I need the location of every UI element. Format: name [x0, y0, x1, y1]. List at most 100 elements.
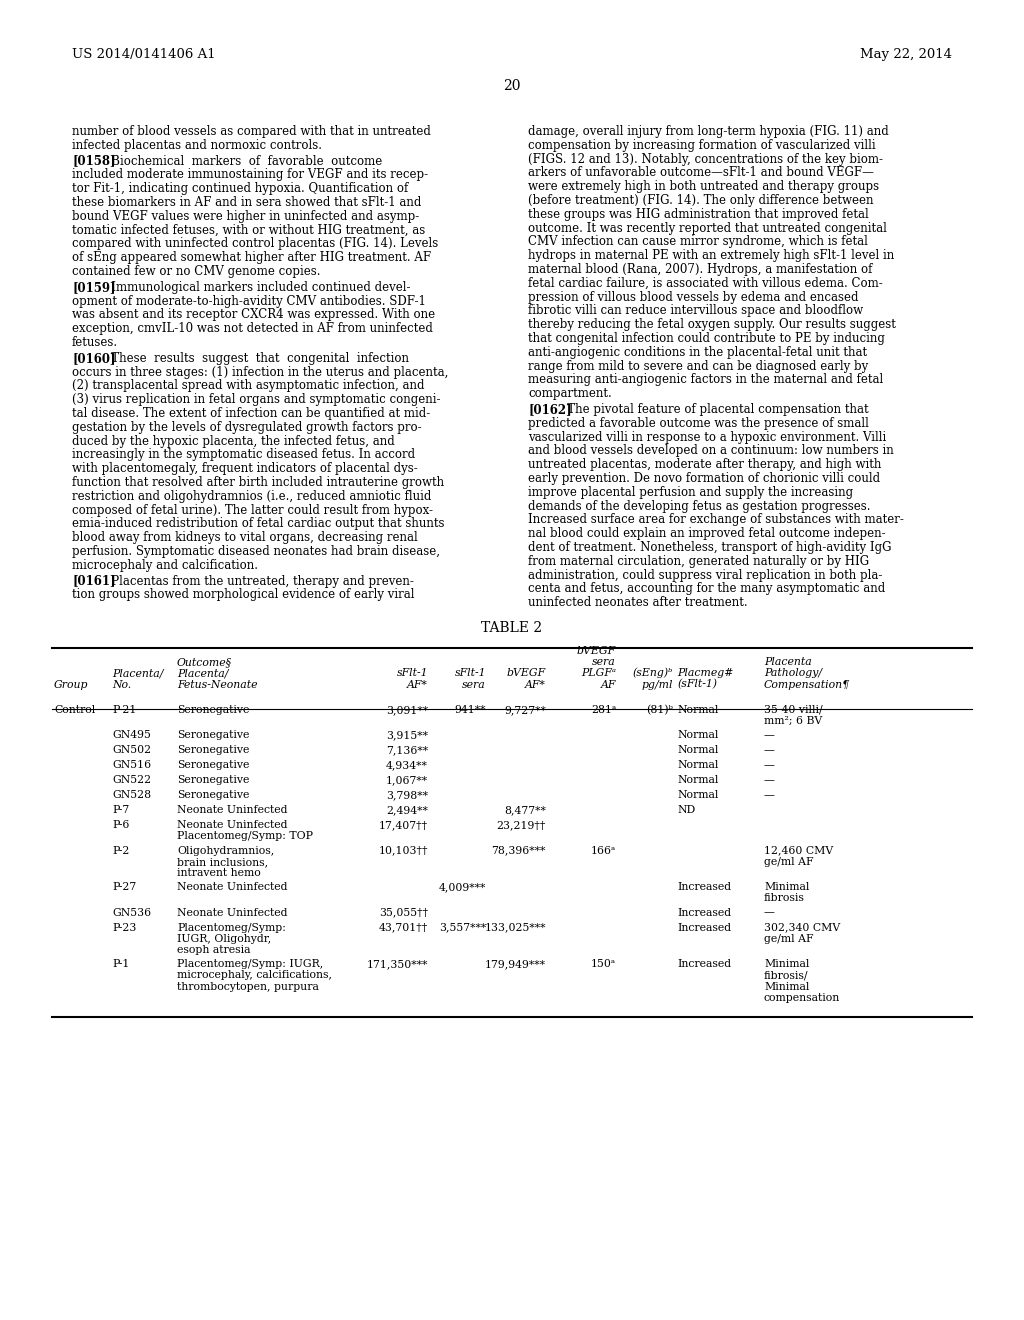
- Text: anti-angiogenic conditions in the placental-fetal unit that: anti-angiogenic conditions in the placen…: [528, 346, 867, 359]
- Text: Increased: Increased: [677, 923, 731, 933]
- Text: May 22, 2014: May 22, 2014: [860, 48, 952, 61]
- Text: 3,557***: 3,557***: [438, 923, 486, 933]
- Text: ND: ND: [677, 805, 695, 816]
- Text: Neonate Uninfected: Neonate Uninfected: [177, 820, 288, 830]
- Text: Seronegative: Seronegative: [177, 705, 250, 715]
- Text: measuring anti-angiogenic factors in the maternal and fetal: measuring anti-angiogenic factors in the…: [528, 374, 884, 387]
- Text: bound VEGF values were higher in uninfected and asymp-: bound VEGF values were higher in uninfec…: [72, 210, 419, 223]
- Text: dent of treatment. Nonetheless, transport of high-avidity IgG: dent of treatment. Nonetheless, transpor…: [528, 541, 892, 554]
- Text: Seronegative: Seronegative: [177, 791, 250, 800]
- Text: centa and fetus, accounting for the many asymptomatic and: centa and fetus, accounting for the many…: [528, 582, 886, 595]
- Text: Fetus-Neonate: Fetus-Neonate: [177, 680, 257, 689]
- Text: Immunological markers included continued devel-: Immunological markers included continued…: [100, 281, 411, 294]
- Text: GN522: GN522: [112, 775, 152, 785]
- Text: (sEng)ᵇ: (sEng)ᵇ: [633, 668, 673, 678]
- Text: GN528: GN528: [112, 791, 152, 800]
- Text: composed of fetal urine). The latter could result from hypox-: composed of fetal urine). The latter cou…: [72, 504, 433, 516]
- Text: —: —: [764, 746, 775, 755]
- Text: bVEGF: bVEGF: [507, 668, 546, 678]
- Text: 2,494**: 2,494**: [386, 805, 428, 816]
- Text: Biochemical  markers  of  favorable  outcome: Biochemical markers of favorable outcome: [100, 154, 383, 168]
- Text: Placentomeg/Symp: IUGR,: Placentomeg/Symp: IUGR,: [177, 960, 324, 969]
- Text: and blood vessels developed on a continuum: low numbers in: and blood vessels developed on a continu…: [528, 445, 894, 458]
- Text: blood away from kidneys to vital organs, decreasing renal: blood away from kidneys to vital organs,…: [72, 531, 418, 544]
- Text: improve placental perfusion and supply the increasing: improve placental perfusion and supply t…: [528, 486, 853, 499]
- Text: fibrosis/: fibrosis/: [764, 970, 809, 981]
- Text: Increased: Increased: [677, 908, 731, 917]
- Text: demands of the developing fetus as gestation progresses.: demands of the developing fetus as gesta…: [528, 499, 870, 512]
- Text: tor Fit-1, indicating continued hypoxia. Quantification of: tor Fit-1, indicating continued hypoxia.…: [72, 182, 409, 195]
- Text: intravent hemo: intravent hemo: [177, 869, 261, 878]
- Text: duced by the hypoxic placenta, the infected fetus, and: duced by the hypoxic placenta, the infec…: [72, 434, 394, 447]
- Text: (2) transplacental spread with asymptomatic infection, and: (2) transplacental spread with asymptoma…: [72, 379, 425, 392]
- Text: 35,055††: 35,055††: [379, 908, 428, 917]
- Text: Pathology/: Pathology/: [764, 668, 822, 678]
- Text: brain inclusions,: brain inclusions,: [177, 857, 268, 867]
- Text: 10,103††: 10,103††: [379, 846, 428, 855]
- Text: [0158]: [0158]: [72, 154, 116, 168]
- Text: 302,340 CMV: 302,340 CMV: [764, 923, 841, 933]
- Text: predicted a favorable outcome was the presence of small: predicted a favorable outcome was the pr…: [528, 417, 869, 430]
- Text: P-27: P-27: [112, 882, 136, 892]
- Text: P-1: P-1: [112, 960, 129, 969]
- Text: Neonate Uninfected: Neonate Uninfected: [177, 908, 288, 917]
- Text: infected placentas and normoxic controls.: infected placentas and normoxic controls…: [72, 139, 322, 152]
- Text: 133,025***: 133,025***: [484, 923, 546, 933]
- Text: Outcome§: Outcome§: [177, 657, 232, 667]
- Text: Normal: Normal: [677, 730, 719, 741]
- Text: 150ᵃ: 150ᵃ: [591, 960, 616, 969]
- Text: tion groups showed morphological evidence of early viral: tion groups showed morphological evidenc…: [72, 589, 415, 602]
- Text: Normal: Normal: [677, 791, 719, 800]
- Text: Oligohydramnios,: Oligohydramnios,: [177, 846, 274, 855]
- Text: damage, overall injury from long-term hypoxia (FIG. 11) and: damage, overall injury from long-term hy…: [528, 125, 889, 139]
- Text: microcephaly and calcification.: microcephaly and calcification.: [72, 558, 258, 572]
- Text: thereby reducing the fetal oxygen supply. Our results suggest: thereby reducing the fetal oxygen supply…: [528, 318, 896, 331]
- Text: increasingly in the symptomatic diseased fetus. In accord: increasingly in the symptomatic diseased…: [72, 449, 415, 462]
- Text: 7,136**: 7,136**: [386, 746, 428, 755]
- Text: (before treatment) (FIG. 14). The only difference between: (before treatment) (FIG. 14). The only d…: [528, 194, 873, 207]
- Text: Minimal: Minimal: [764, 882, 809, 892]
- Text: these biomarkers in AF and in sera showed that sFlt-1 and: these biomarkers in AF and in sera showe…: [72, 195, 421, 209]
- Text: —: —: [764, 775, 775, 785]
- Text: Seronegative: Seronegative: [177, 760, 250, 770]
- Text: AF: AF: [601, 680, 616, 689]
- Text: 171,350***: 171,350***: [367, 960, 428, 969]
- Text: tal disease. The extent of infection can be quantified at mid-: tal disease. The extent of infection can…: [72, 407, 430, 420]
- Text: 3,915**: 3,915**: [386, 730, 428, 741]
- Text: GN502: GN502: [112, 746, 152, 755]
- Text: [0161]: [0161]: [72, 574, 116, 587]
- Text: Minimal: Minimal: [764, 960, 809, 969]
- Text: [0160]: [0160]: [72, 352, 116, 364]
- Text: were extremely high in both untreated and therapy groups: were extremely high in both untreated an…: [528, 181, 880, 193]
- Text: administration, could suppress viral replication in both pla-: administration, could suppress viral rep…: [528, 569, 883, 582]
- Text: fetal cardiac failure, is associated with villous edema. Com-: fetal cardiac failure, is associated wit…: [528, 277, 883, 290]
- Text: tomatic infected fetuses, with or without HIG treatment, as: tomatic infected fetuses, with or withou…: [72, 223, 425, 236]
- Text: microcephaly, calcifications,: microcephaly, calcifications,: [177, 970, 332, 981]
- Text: Placentomeg/Symp:: Placentomeg/Symp:: [177, 923, 286, 933]
- Text: P-21: P-21: [112, 705, 136, 715]
- Text: Control: Control: [54, 705, 95, 715]
- Text: Neonate Uninfected: Neonate Uninfected: [177, 882, 288, 892]
- Text: nal blood could explain an improved fetal outcome indepen-: nal blood could explain an improved feta…: [528, 527, 886, 540]
- Text: thrombocytopen, purpura: thrombocytopen, purpura: [177, 982, 318, 991]
- Text: opment of moderate-to-high-avidity CMV antibodies. SDF-1: opment of moderate-to-high-avidity CMV a…: [72, 294, 426, 308]
- Text: 3,798**: 3,798**: [386, 791, 428, 800]
- Text: compartment.: compartment.: [528, 387, 611, 400]
- Text: included moderate immunostaining for VEGF and its recep-: included moderate immunostaining for VEG…: [72, 169, 428, 181]
- Text: compared with uninfected control placentas (FIG. 14). Levels: compared with uninfected control placent…: [72, 238, 438, 251]
- Text: number of blood vessels as compared with that in untreated: number of blood vessels as compared with…: [72, 125, 431, 139]
- Text: pression of villous blood vessels by edema and encased: pression of villous blood vessels by ede…: [528, 290, 858, 304]
- Text: 179,949***: 179,949***: [485, 960, 546, 969]
- Text: gestation by the levels of dysregulated growth factors pro-: gestation by the levels of dysregulated …: [72, 421, 422, 434]
- Text: 281ᵃ: 281ᵃ: [591, 705, 616, 715]
- Text: US 2014/0141406 A1: US 2014/0141406 A1: [72, 48, 216, 61]
- Text: 35-40 villi/: 35-40 villi/: [764, 705, 822, 715]
- Text: [0162]: [0162]: [528, 403, 571, 416]
- Text: early prevention. De novo formation of chorionic villi could: early prevention. De novo formation of c…: [528, 473, 880, 484]
- Text: 8,477**: 8,477**: [504, 805, 546, 816]
- Text: of sEng appeared somewhat higher after HIG treatment. AF: of sEng appeared somewhat higher after H…: [72, 251, 431, 264]
- Text: function that resolved after birth included intrauterine growth: function that resolved after birth inclu…: [72, 477, 444, 488]
- Text: 4,009***: 4,009***: [438, 882, 486, 892]
- Text: 23,219††: 23,219††: [497, 820, 546, 830]
- Text: Placentas from the untreated, therapy and preven-: Placentas from the untreated, therapy an…: [100, 574, 414, 587]
